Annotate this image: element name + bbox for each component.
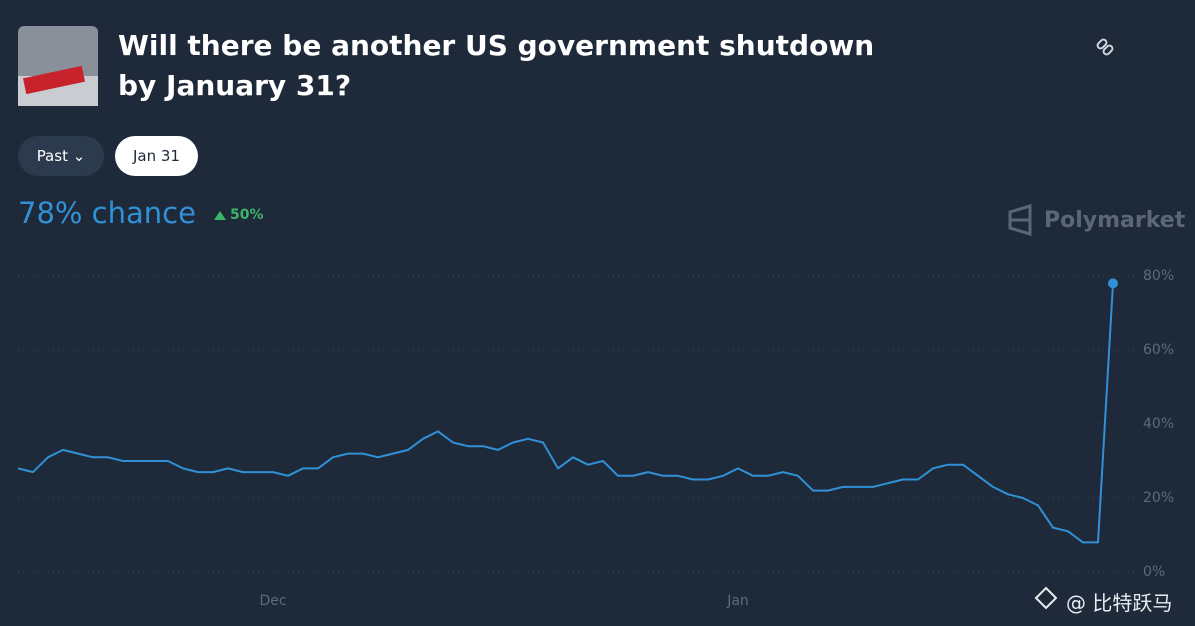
y-tick-label: 0%: [1143, 564, 1165, 580]
watermark: @ 比特跃马: [1066, 591, 1173, 615]
market-icon-banner: [22, 65, 86, 95]
link-icon[interactable]: [1096, 38, 1114, 56]
y-tick-label: 60%: [1143, 342, 1174, 358]
watermark-logo: [1034, 586, 1058, 610]
chance: 78% chance: [18, 196, 196, 230]
line: [17, 283, 1114, 544]
x-tick-label: Jan: [726, 593, 749, 609]
y-tick-label: 40%: [1143, 416, 1174, 432]
change: 50%: [230, 207, 264, 223]
brand-logo: [1008, 203, 1032, 237]
end-dot: [1108, 278, 1118, 289]
market-title: Will there be another US government shut…: [118, 29, 875, 102]
x-tick-label: Dec: [259, 593, 286, 609]
date-button[interactable]: Jan 31: [115, 136, 198, 176]
y-tick-label: 20%: [1143, 490, 1174, 506]
filter-label[interactable]: Past: [36, 147, 68, 165]
change-arrow: [214, 211, 226, 220]
brand: Polymarket: [1044, 208, 1186, 233]
y-tick-label: 80%: [1143, 268, 1174, 284]
filter-button[interactable]: Past ⌄: [18, 136, 104, 176]
